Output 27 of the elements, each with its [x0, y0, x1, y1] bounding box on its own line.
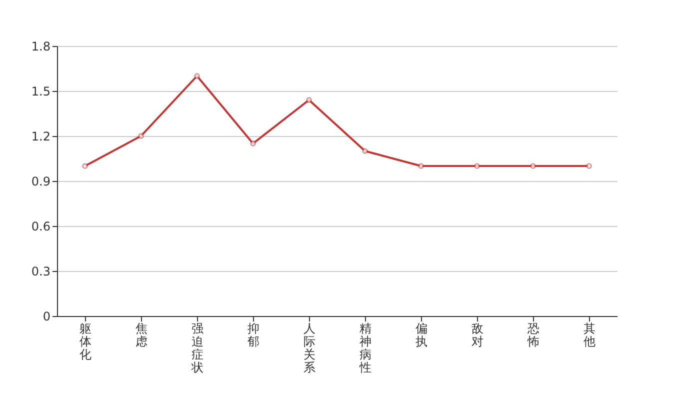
x-tick-label: 强迫症状 — [190, 322, 204, 374]
x-tick-label: 人际关系 — [304, 322, 316, 374]
x-tick-label: 偏执 — [416, 322, 428, 348]
x-tick-label: 躯体化 — [80, 322, 92, 362]
x-tick-label: 其他 — [584, 322, 596, 348]
y-tick-label: 0.6 — [31, 220, 50, 234]
y-tick-label: 0.9 — [31, 174, 50, 188]
y-tick-label: 0 — [42, 310, 50, 324]
point — [306, 97, 312, 103]
x-tick-label: 敌对 — [472, 322, 484, 348]
point — [362, 148, 368, 154]
y-tick-label: 0.3 — [31, 264, 50, 278]
x-tick-label: 抑郁 — [248, 322, 260, 348]
point — [474, 163, 480, 169]
x-tick-label: 精神病性 — [358, 322, 372, 374]
y-tick-label: 1.5 — [31, 84, 50, 98]
point — [250, 140, 256, 146]
point — [586, 163, 592, 169]
point — [418, 163, 424, 169]
x-tick-label: 恐怖 — [526, 322, 540, 348]
x-tick-label: 焦虑 — [136, 322, 148, 348]
y-tick-label: 1.2 — [31, 130, 50, 144]
point — [138, 133, 144, 139]
point — [530, 163, 536, 169]
point — [82, 163, 88, 169]
y-tick-label: 1.8 — [31, 40, 50, 54]
point — [194, 73, 200, 79]
